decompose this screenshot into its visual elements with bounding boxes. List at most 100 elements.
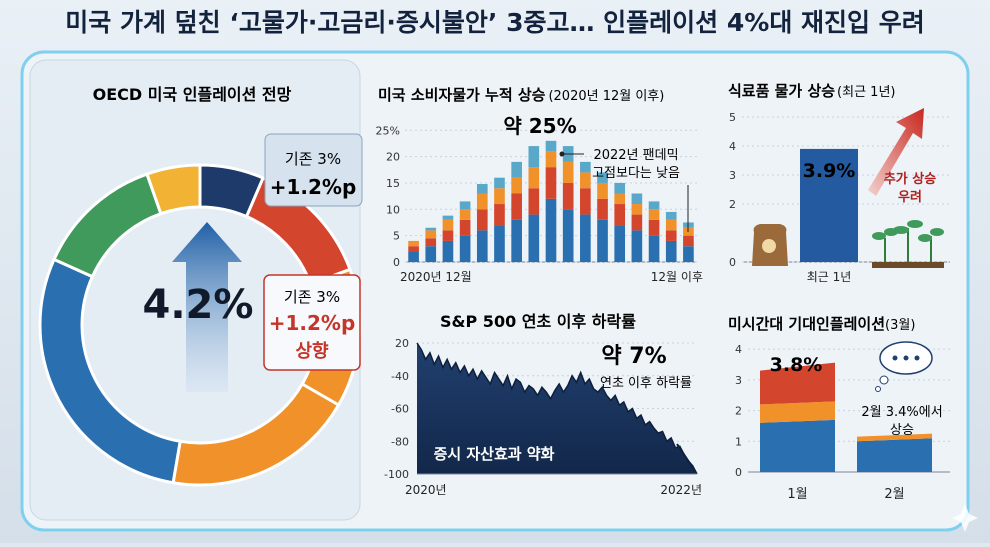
cpi-bar-12-teal [614, 182, 626, 194]
rising-arrow-icon [868, 108, 924, 196]
food-bar-chart: 0 2 3 4 5 최근 1년 [729, 111, 950, 284]
cpi-bar-11-teal [597, 172, 608, 183]
callout-top-box [264, 133, 363, 207]
cpi-bar-9-blue [562, 209, 574, 262]
cpi-bar-5-orange [494, 188, 505, 205]
grain-sack-icon [752, 224, 788, 266]
cpi-bar-15-red [665, 230, 677, 241]
cpi-ytick-2: 10 [386, 203, 400, 216]
michigan-feb-note-line2: 상승 [890, 423, 914, 438]
michigan-feb-note-line1: 2월 3.4%에서 [861, 405, 942, 420]
food-xtick-0: 최근 1년 [807, 270, 852, 284]
cpi-bar-10-teal [580, 161, 591, 173]
sp500-x-end-label: 2022년 [660, 483, 702, 497]
callout-mid-line2: +1.2%p [269, 311, 356, 335]
cpi-bar-3-blue [459, 235, 471, 262]
up-arrow-icon [172, 222, 242, 392]
cpi-bar-3-red [459, 219, 471, 236]
cpi-ytick-0: 0 [393, 256, 400, 269]
food-value-label: 3.9% [803, 160, 856, 182]
sp500-drop-note: 연초 이후 하락률 [600, 376, 692, 391]
cpi-bar-12-blue [614, 225, 626, 262]
cpi-bar-10-blue [580, 214, 591, 262]
cpi-bar-13-teal [631, 193, 643, 205]
sp500-ytick-1: -40 [391, 370, 409, 383]
michigan-bar-0-red [760, 362, 835, 405]
cpi-bar-4-red [476, 209, 488, 231]
cpi-bar-11-blue [597, 219, 608, 262]
cpi-ytick-4: 20 [386, 151, 400, 164]
michigan-jan-label: 3.8% [770, 354, 823, 376]
michigan-title-main: 미시간대 기대인플레이션 [728, 315, 885, 333]
cpi-annotation-dot [559, 151, 565, 157]
oecd-title: OECD 미국 인플레이션 전망 [93, 85, 292, 104]
cpi-bar-1-teal [425, 227, 437, 231]
food-warning-line1: 추가 상승 [884, 171, 936, 187]
cpi-bar-11-red [597, 198, 608, 220]
oecd-callout-mid: 기존 3% +1.2%p 상향 [263, 274, 361, 371]
cpi-peak-label: 약 25% [503, 114, 576, 138]
cpi-bar-9-red [562, 182, 574, 210]
donut-segment-6 [145, 163, 202, 216]
food-ytick-2: 3 [729, 169, 736, 182]
cpi-bar-7-teal [528, 146, 540, 168]
cpi-bar-7-red [528, 188, 540, 215]
cpi-bar-8-teal [545, 140, 557, 152]
cpi-bar-1-blue [425, 246, 437, 262]
cpi-bar-0-orange [408, 240, 419, 247]
sp500-drop-label: 약 7% [601, 344, 666, 369]
cpi-bar-10-red [580, 188, 591, 215]
cpi-bar-3-orange [459, 209, 471, 220]
cpi-bar-10-orange [580, 172, 591, 189]
cpi-bar-6-teal [511, 161, 522, 178]
michigan-bar-1-blue [857, 438, 932, 472]
cpi-bar-8-red [545, 167, 557, 199]
michigan-ytick-4: 4 [735, 343, 742, 356]
callout-top-line2: +1.2%p [270, 175, 357, 199]
callout-mid-line1: 기존 3% [284, 288, 340, 306]
cpi-ytick-5: 25% [376, 124, 400, 137]
callout-top-line1: 기존 3% [285, 150, 341, 168]
michigan-ytick-3: 3 [735, 374, 742, 387]
callout-mid-box [263, 274, 361, 371]
cpi-bar-14-orange [648, 209, 660, 220]
cpi-bar-2-teal [442, 215, 454, 220]
cpi-bar-2-blue [442, 240, 454, 262]
michigan-title-note: (3월) [885, 318, 915, 333]
cpi-bar-5-teal [494, 177, 505, 189]
cpi-bar-6-orange [511, 177, 522, 194]
cpi-bar-5-red [494, 204, 505, 226]
cpi-annotation-line2: 고점보다는 낮음 [592, 166, 680, 181]
food-ytick-0: 0 [729, 256, 736, 269]
cpi-bar-1-red [425, 238, 437, 247]
oecd-callout-top: 기존 3% +1.2%p [264, 133, 363, 207]
cpi-bar-2-red [442, 230, 454, 241]
food-title-main: 식료품 물가 상승 [728, 82, 835, 100]
sp500-x-start-label: 2020년 [405, 483, 447, 497]
cpi-bar-6-blue [511, 219, 522, 262]
food-title: 식료품 물가 상승 (최근 1년) [728, 82, 895, 100]
cpi-bar-7-orange [528, 167, 540, 189]
food-title-note: (최근 1년) [837, 85, 895, 100]
michigan-bar-chart: 0 1 2 3 4 1월 2월 [735, 343, 950, 502]
michigan-xtick-0: 1월 [787, 487, 807, 502]
thought-bubble-icon [875, 341, 933, 392]
cpi-bar-8-orange [545, 151, 557, 168]
cpi-bar-14-blue [648, 235, 660, 262]
cpi-bar-1-orange [425, 230, 437, 239]
cpi-bar-8-blue [545, 198, 557, 262]
cpi-bar-15-orange [665, 219, 677, 231]
cpi-title: 미국 소비자물가 누적 상승 (2020년 12월 이후) [378, 86, 664, 104]
michigan-ytick-0: 0 [735, 466, 742, 479]
sp500-ytick-0: 20 [395, 337, 409, 350]
michigan-ytick-1: 1 [735, 435, 742, 448]
cpi-bar-0-red [408, 246, 419, 252]
plant-icon [872, 220, 944, 268]
cpi-bar-11-orange [597, 182, 608, 199]
cpi-bar-14-teal [648, 201, 660, 210]
michigan-bar-1-orange [857, 433, 932, 442]
michigan-ytick-2: 2 [735, 405, 742, 418]
food-warning-line2: 우려 [898, 189, 922, 205]
cpi-bar-12-orange [614, 193, 626, 205]
cpi-bar-13-red [631, 214, 643, 231]
